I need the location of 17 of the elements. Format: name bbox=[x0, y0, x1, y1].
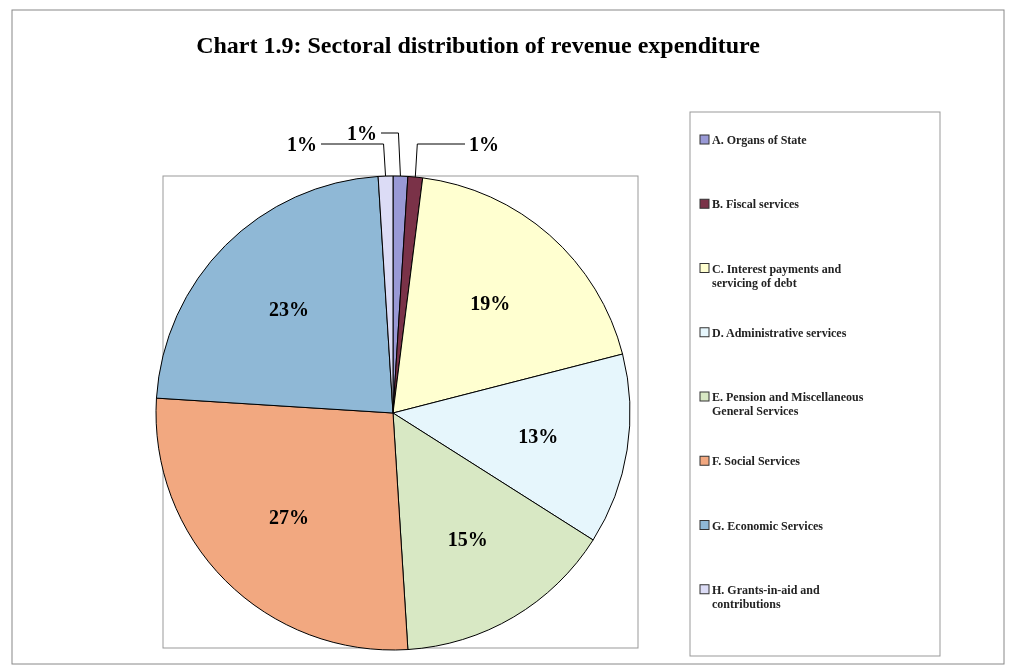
legend-label: B. Fiscal services bbox=[712, 197, 800, 212]
legend-label: F. Social Services bbox=[712, 454, 801, 469]
data-label: 15% bbox=[447, 528, 488, 551]
data-label: 1% bbox=[469, 133, 499, 155]
legend-label: H. Grants-in-aid and contributions bbox=[712, 582, 821, 611]
legend-label: E. Pension and Miscellaneous General Services bbox=[712, 390, 864, 418]
legend-label: C. Interest payments and servicing of debt bbox=[712, 261, 842, 290]
data-label: 27% bbox=[269, 505, 310, 528]
legend-label: G. Economic Services bbox=[712, 518, 824, 533]
legend-label: A. Organs of State bbox=[712, 133, 808, 148]
data-label: 1% bbox=[287, 133, 317, 155]
data-label: 19% bbox=[470, 291, 511, 314]
data-label: 1% bbox=[347, 122, 377, 144]
legend-label: D. Administrative services bbox=[712, 325, 847, 340]
data-label: 13% bbox=[518, 424, 559, 447]
data-label: 23% bbox=[269, 298, 310, 321]
chart-title: Chart 1.9: Sectoral distribution of revenue expenditure bbox=[196, 32, 761, 58]
